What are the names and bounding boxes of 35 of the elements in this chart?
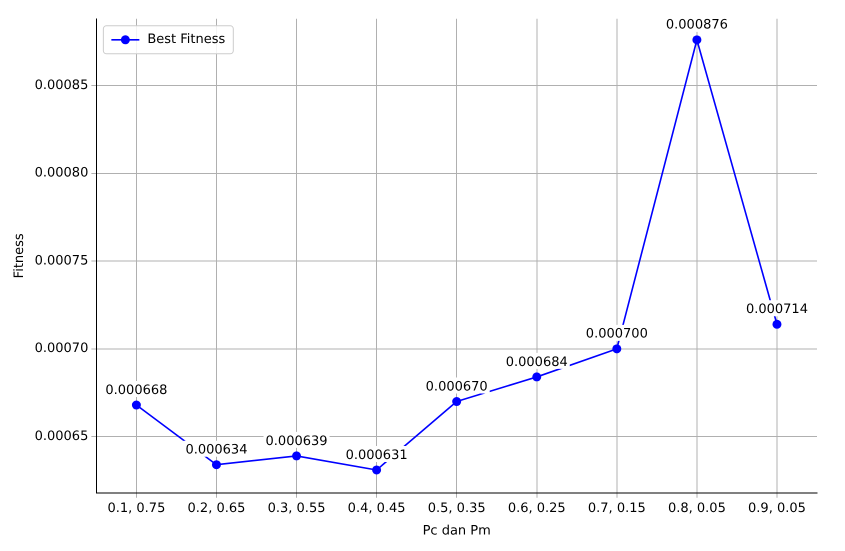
text: 0.000670 [426, 379, 488, 394]
point [692, 35, 702, 44]
text: 0.000684 [506, 354, 568, 370]
x-tick-label: 0.4, 0.45 [348, 500, 406, 516]
point [532, 372, 542, 382]
y-tick-label: 0.00070 [34, 341, 88, 356]
point [772, 320, 782, 329]
point [452, 397, 462, 406]
point [292, 451, 302, 460]
x-tick-label: 0.5, 0.35 [428, 500, 486, 516]
x-axis-title: Pc dan Pm [422, 524, 491, 539]
x-tick-label: 0.9, 0.05 [748, 500, 806, 516]
y-tick-label: 0.00085 [34, 78, 88, 93]
text: 0.000631 [346, 448, 408, 463]
point [132, 400, 141, 410]
x-tick-label: 0.2, 0.65 [188, 500, 246, 516]
y-tick-label: 0.00080 [34, 166, 88, 181]
y-tick-label: 0.00075 [34, 253, 88, 268]
text: 0.000639 [266, 434, 328, 449]
y-tick-label: 0.00065 [34, 428, 88, 444]
text: 0.000876 [666, 18, 728, 33]
x-tick-label: 0.7, 0.15 [588, 500, 646, 516]
point [372, 465, 382, 474]
point [212, 460, 221, 470]
text: 0.000700 [586, 326, 648, 342]
text: 0.000714 [746, 302, 808, 318]
legend-label: Best Fitness [147, 32, 226, 48]
text: 0.000668 [105, 382, 168, 398]
point [612, 344, 622, 354]
text: 0.000634 [185, 442, 248, 458]
x-tick-label: 0.6, 0.25 [508, 500, 566, 516]
x-tick-label: 0.1, 0.75 [107, 500, 166, 516]
x-tick-label: 0.3, 0.55 [268, 500, 326, 516]
y-axis-title: Fitness [12, 233, 28, 278]
x-tick-label: 0.8, 0.05 [668, 500, 726, 516]
